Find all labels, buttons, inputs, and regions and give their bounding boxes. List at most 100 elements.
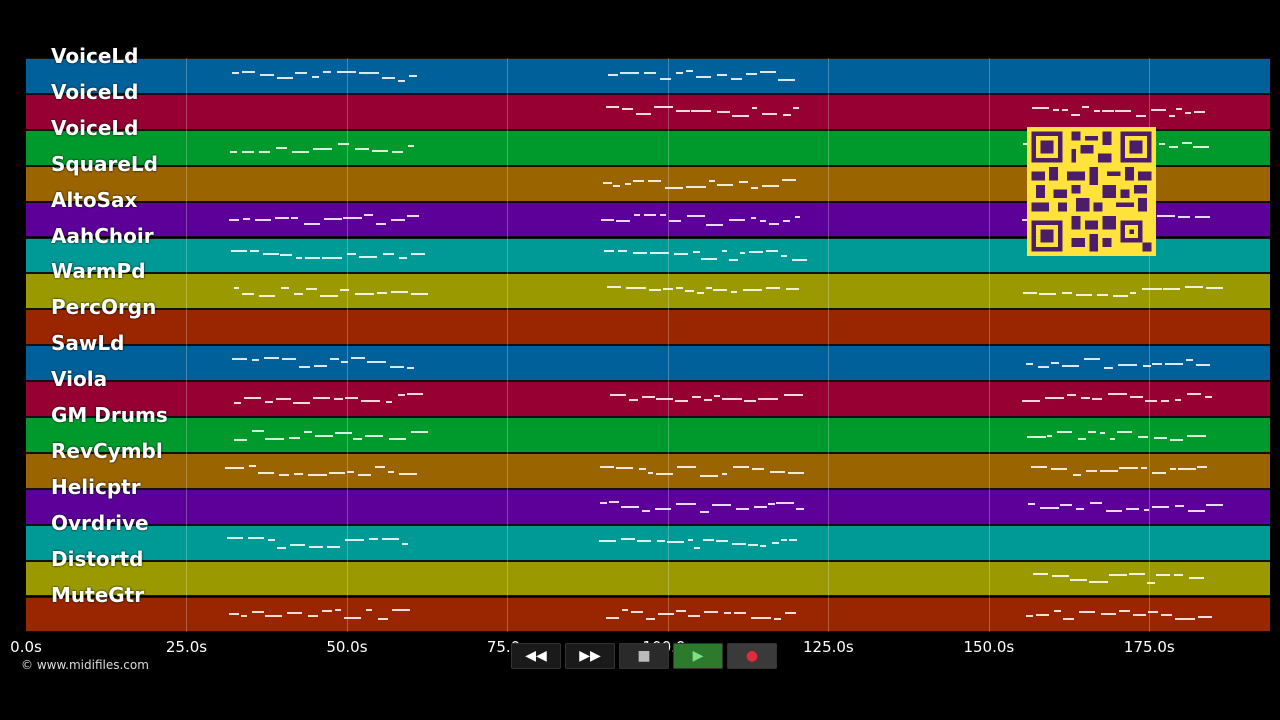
midi-note <box>361 400 381 403</box>
midi-note <box>1032 572 1048 575</box>
fast-forward-button[interactable]: ▶▶ <box>565 643 615 669</box>
midi-note <box>321 609 332 612</box>
play-icon: ▶ <box>692 648 704 664</box>
midi-note <box>721 249 727 252</box>
midi-note <box>1204 395 1212 398</box>
midi-note <box>1143 364 1151 367</box>
midi-note <box>1137 436 1149 439</box>
midi-note <box>232 72 239 75</box>
midi-note <box>768 502 775 505</box>
midi-note <box>229 613 239 616</box>
midi-note <box>378 617 389 620</box>
midi-note <box>1132 614 1146 617</box>
midi-note <box>703 538 714 541</box>
midi-note <box>675 286 683 289</box>
midi-note <box>291 217 299 220</box>
track-label: VoiceLd <box>51 44 139 68</box>
record-button[interactable]: ● <box>727 643 777 669</box>
midi-note <box>649 251 669 254</box>
midi-note <box>1181 142 1192 145</box>
midi-note <box>1089 501 1102 504</box>
rewind-button[interactable]: ◀◀ <box>511 643 561 669</box>
midi-note <box>298 366 310 369</box>
midi-note <box>788 538 797 541</box>
midi-note <box>655 472 673 475</box>
midi-note <box>1062 109 1069 112</box>
midi-note <box>264 357 280 360</box>
midi-note <box>603 181 612 184</box>
midi-note <box>760 219 767 222</box>
midi-note <box>233 401 241 404</box>
midi-note <box>732 114 750 117</box>
midi-note <box>1026 362 1034 365</box>
midi-note <box>343 217 362 220</box>
midi-note <box>1119 467 1138 470</box>
midi-note <box>323 70 331 73</box>
midi-note <box>410 252 425 255</box>
qr-code-icon[interactable] <box>1027 127 1156 256</box>
midi-note <box>1141 466 1147 469</box>
midi-note <box>351 357 365 360</box>
midi-note <box>1044 396 1064 399</box>
midi-note <box>751 467 765 470</box>
midi-note <box>759 545 766 548</box>
midi-note <box>638 467 646 470</box>
midi-note <box>648 179 661 182</box>
midi-note <box>621 609 628 612</box>
midi-note <box>610 394 627 397</box>
midi-note <box>1051 362 1059 365</box>
track-lane <box>26 524 1270 561</box>
midi-note <box>729 259 739 262</box>
midi-note <box>1081 105 1090 108</box>
midi-note <box>687 538 693 541</box>
midi-note <box>705 287 712 289</box>
midi-note <box>276 76 294 79</box>
midi-note <box>1165 362 1184 365</box>
midi-note <box>622 108 633 111</box>
midi-note <box>656 539 665 542</box>
midi-note <box>1145 399 1158 402</box>
midi-note <box>697 292 704 295</box>
midi-note <box>738 181 748 184</box>
track-label: WarmPd <box>51 259 146 284</box>
midi-note <box>616 220 631 223</box>
midi-note <box>296 257 302 260</box>
play-button[interactable]: ▶ <box>673 643 723 669</box>
midi-note <box>659 214 667 217</box>
midi-note <box>335 608 341 611</box>
midi-note <box>1081 396 1090 399</box>
midi-note <box>629 399 639 402</box>
midi-note <box>337 142 350 145</box>
midi-note <box>255 218 272 221</box>
midi-note <box>1178 215 1190 218</box>
midi-note <box>778 78 795 81</box>
midi-note <box>367 360 387 363</box>
midi-note <box>675 399 689 402</box>
midi-note <box>406 393 424 396</box>
midi-note <box>1057 430 1072 433</box>
midi-note <box>1086 470 1098 473</box>
gridline <box>667 58 669 632</box>
midi-note <box>303 431 312 434</box>
midi-note <box>643 213 656 216</box>
midi-note <box>1070 113 1080 116</box>
midi-note <box>685 290 695 293</box>
midi-note <box>265 401 274 404</box>
track-label: MuteGtr <box>51 582 145 607</box>
track-lane <box>26 309 1270 346</box>
midi-note <box>600 465 615 468</box>
midi-note <box>632 251 648 254</box>
midi-note <box>700 510 709 513</box>
midi-note <box>742 289 762 292</box>
midi-note <box>359 71 379 74</box>
time-tick-label: 125.0s <box>802 638 854 656</box>
midi-note <box>693 250 700 253</box>
midi-note <box>1100 469 1118 472</box>
midi-note <box>708 179 716 182</box>
stop-button[interactable]: ■ <box>619 643 669 669</box>
midi-note <box>280 287 290 290</box>
midi-note <box>1194 111 1205 114</box>
midi-note <box>1035 614 1049 617</box>
midi-note <box>762 184 780 187</box>
midi-note <box>1156 214 1175 217</box>
